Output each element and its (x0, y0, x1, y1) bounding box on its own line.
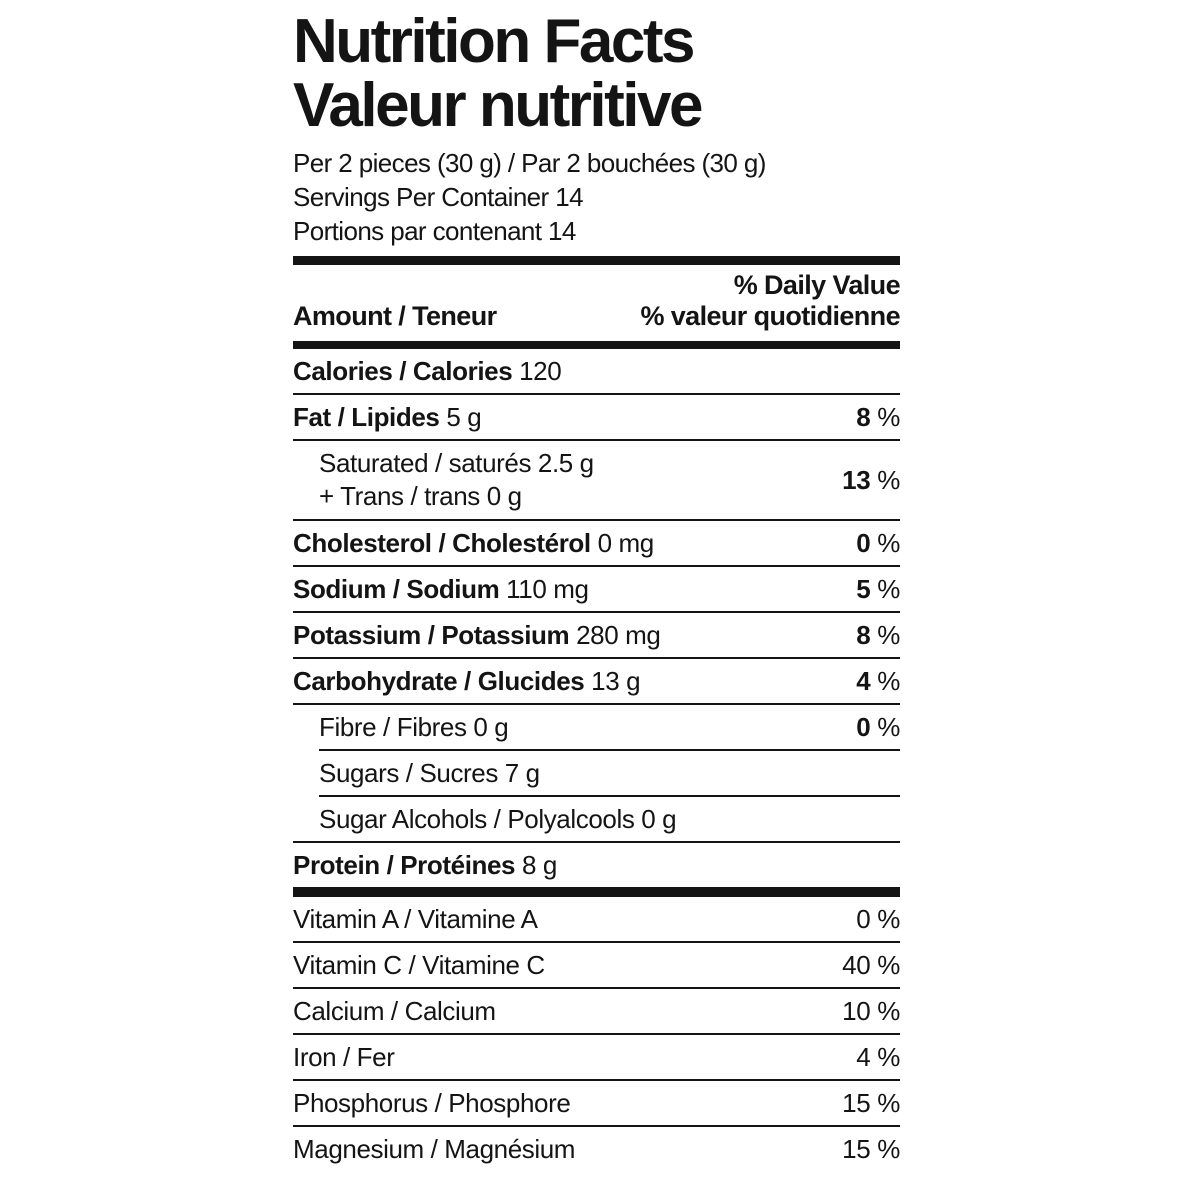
divider-after-calories (293, 393, 900, 395)
row-percent-cholesterol: 0% (856, 527, 900, 558)
top-bar (293, 256, 900, 265)
row-carbohydrate: Carbohydrate / Glucides 13 g 4% (293, 659, 900, 703)
divider-after-vitamin-a (293, 941, 900, 943)
row-label-sugar-alcohols: Sugar Alcohols / Polyalcools 0 g (319, 803, 677, 834)
row-label-calories: Calories / Calories 120 (293, 355, 562, 386)
row-percent-calcium: 10% (842, 995, 900, 1026)
divider-after-sugar-alcohols (293, 841, 900, 843)
row-label-magnesium: Magnesium / Magnésium (293, 1133, 576, 1164)
divider-after-cholesterol (293, 565, 900, 567)
divider-after-fat (293, 439, 900, 441)
divider-after-sugars (319, 795, 900, 797)
divider-after-phosphorus (293, 1125, 900, 1127)
row-label-potassium: Potassium / Potassium 280 mg (293, 619, 661, 650)
row-percent-fibre: 0% (856, 711, 900, 742)
row-percent-carbohydrate: 4% (856, 665, 900, 696)
row-fat: Fat / Lipides 5 g 8% (293, 395, 900, 439)
divider-after-fibre (319, 749, 900, 751)
row-label-phosphorus: Phosphorus / Phosphore (293, 1087, 571, 1118)
divider-after-calcium (293, 1033, 900, 1035)
servings-per-container-en: Servings Per Container 14 (293, 182, 584, 212)
daily-value-fr-label: % valeur quotidienne (640, 301, 900, 331)
row-percent-saturated-trans: 13% (842, 464, 900, 495)
row-sodium: Sodium / Sodium 110 mg 5% (293, 567, 900, 611)
row-cholesterol: Cholesterol / Cholestérol 0 mg 0% (293, 521, 900, 565)
row-sugar-alcohols: Sugar Alcohols / Polyalcools 0 g (293, 797, 900, 841)
row-label-cholesterol: Cholesterol / Cholestérol 0 mg (293, 527, 654, 558)
row-label-vitamin-c: Vitamin C / Vitamine C (293, 949, 545, 980)
daily-value-header: % Daily Value Amount / Teneur % valeur q… (293, 265, 901, 341)
row-iron: Iron / Fer 4% (293, 1035, 900, 1079)
title-fr: Valeur nutritive (293, 71, 703, 140)
daily-value-en-label: % Daily Value (733, 270, 901, 300)
row-label-fibre: Fibre / Fibres 0 g (319, 711, 509, 742)
divider-after-sodium (293, 611, 900, 613)
row-percent-magnesium: 15% (842, 1133, 900, 1164)
row-label-fat: Fat / Lipides 5 g (293, 401, 482, 432)
amount-label: Amount / Teneur (293, 301, 497, 331)
row-percent-potassium: 8% (856, 619, 900, 650)
row-label-carbohydrate: Carbohydrate / Glucides 13 g (293, 665, 641, 696)
row-percent-vitamin-a: 0% (856, 903, 900, 934)
divider-after-potassium (293, 657, 900, 659)
row-protein: Protein / Protéines 8 g (293, 843, 900, 887)
serving-size: Per 2 pieces (30 g) / Par 2 bouchées (30… (293, 148, 766, 178)
divider-after-saturated-trans (293, 519, 900, 521)
row-label-sodium: Sodium / Sodium 110 mg (293, 573, 589, 604)
row-potassium: Potassium / Potassium 280 mg 8% (293, 613, 900, 657)
row-magnesium: Magnesium / Magnésium 15% (293, 1127, 900, 1171)
row-saturated-trans: Saturated / saturés 2.5 g + Trans / tran… (293, 441, 900, 519)
row-calories: Calories / Calories 120 (293, 349, 900, 393)
divider-after-carbohydrate (293, 703, 900, 705)
row-label-iron: Iron / Fer (293, 1041, 395, 1072)
row-label-sugars: Sugars / Sucres 7 g (319, 757, 540, 788)
row-calcium: Calcium / Calcium 10% (293, 989, 900, 1033)
row-percent-phosphorus: 15% (842, 1087, 900, 1118)
row-percent-vitamin-c: 40% (842, 949, 900, 980)
row-phosphorus: Phosphorus / Phosphore 15% (293, 1081, 900, 1125)
row-label-calcium: Calcium / Calcium (293, 995, 496, 1026)
nutrition-label: Nutrition Facts Valeur nutritive Per 2 p… (293, 7, 901, 1171)
row-vitamin-c: Vitamin C / Vitamine C 40% (293, 943, 900, 987)
row-label-saturated-trans: Saturated / saturés 2.5 g + Trans / tran… (319, 448, 594, 511)
thick-bar-after-protein (293, 887, 900, 897)
header-bar (293, 341, 900, 349)
row-label-vitamin-a: Vitamin A / Vitamine A (293, 903, 538, 934)
row-percent-iron: 4% (856, 1041, 900, 1072)
servings-per-container-fr: Portions par contenant 14 (293, 216, 576, 246)
row-fibre: Fibre / Fibres 0 g 0% (293, 705, 900, 749)
row-percent-sodium: 5% (856, 573, 900, 604)
row-vitamin-a: Vitamin A / Vitamine A 0% (293, 897, 900, 941)
serving-block: Per 2 pieces (30 g) / Par 2 bouchées (30… (293, 146, 900, 248)
row-percent-fat: 8% (856, 401, 900, 432)
divider-after-iron (293, 1079, 900, 1081)
row-sugars: Sugars / Sucres 7 g (293, 751, 900, 795)
title-en: Nutrition Facts (293, 7, 695, 76)
row-label-protein: Protein / Protéines 8 g (293, 849, 557, 880)
nutrition-table: Calories / Calories 120 Fat / Lipides 5 g… (293, 349, 900, 1171)
divider-after-vitamin-c (293, 987, 900, 989)
